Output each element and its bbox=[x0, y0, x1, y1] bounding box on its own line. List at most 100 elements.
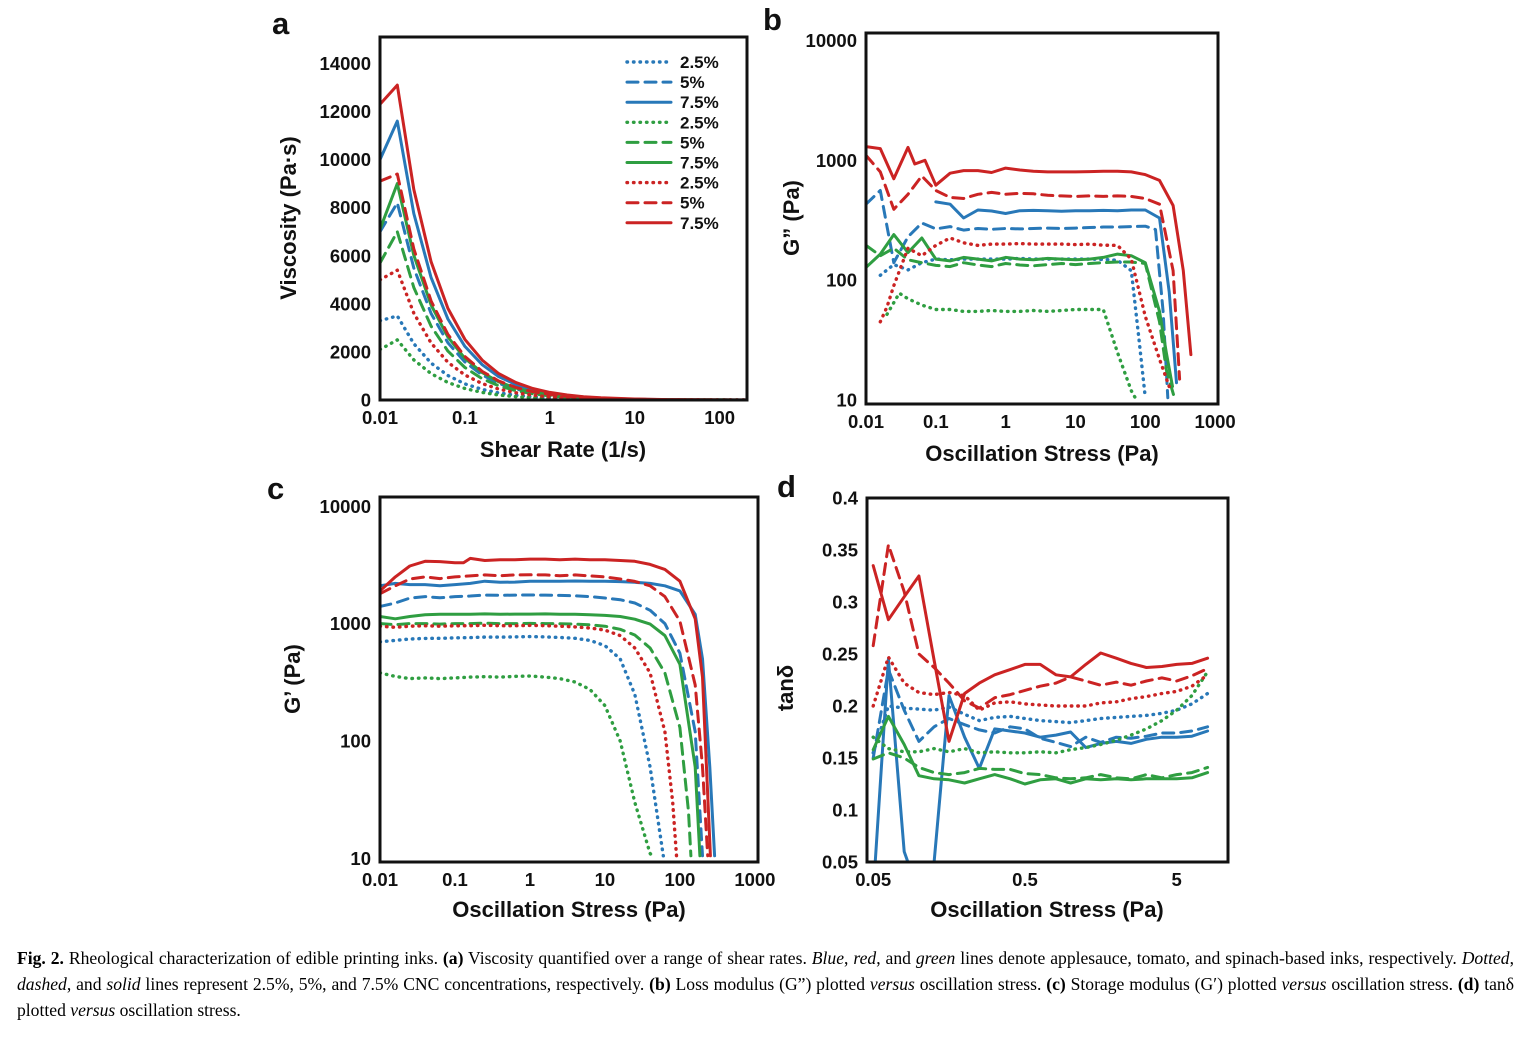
panel-c-series-applesauce-5pct bbox=[380, 593, 704, 858]
panel-b-series-tomato-5pct bbox=[866, 153, 1182, 381]
caption-segment: oscillation stress. bbox=[914, 973, 1047, 994]
panel-b-y-axis-title: G” (Pa) bbox=[779, 180, 804, 256]
caption-segment: Loss modulus (G”) plotted bbox=[670, 973, 870, 994]
legend-label-spinach-5pct: 5% bbox=[680, 133, 705, 152]
caption-segment: lines represent 2.5%, 5%, and 7.5% CNC c… bbox=[140, 973, 650, 994]
panel-d-series-spinach-2.5pct bbox=[871, 670, 1210, 755]
panel-a-series-group bbox=[380, 83, 747, 400]
panel-b-letter: b bbox=[763, 2, 782, 37]
panel-d-xtick: 5 bbox=[1172, 869, 1182, 890]
caption-segment: Rheological characterization of edible p… bbox=[63, 948, 443, 968]
panel-a-ytick: 12000 bbox=[320, 101, 371, 122]
panel-a-ytick: 14000 bbox=[320, 53, 371, 74]
panel-a-ytick: 10000 bbox=[320, 149, 371, 170]
panel-a-xtick: 1 bbox=[545, 407, 555, 428]
panel-b-xtick: 1 bbox=[1000, 411, 1010, 432]
legend-label-spinach-2.5pct: 2.5% bbox=[680, 113, 719, 132]
panel-d-ytick: 0.4 bbox=[832, 488, 858, 509]
legend-label-tomato-5pct: 5% bbox=[680, 194, 705, 213]
caption-segment: , and bbox=[66, 973, 107, 994]
panel-b-x-axis-title: Oscillation Stress (Pa) bbox=[925, 441, 1159, 466]
panel-b-ytick: 10 bbox=[836, 390, 857, 411]
panel-a-ytick: 6000 bbox=[330, 245, 371, 266]
panel-a-series-tomato-5pct bbox=[380, 172, 747, 400]
panel-c-y-axis-title: G’ (Pa) bbox=[280, 644, 305, 714]
legend-label-spinach-7.5pct: 7.5% bbox=[680, 154, 719, 173]
figure-caption: Fig. 2. Rheological characterization of … bbox=[17, 946, 1514, 1024]
panel-b-series-spinach-7.5pct bbox=[866, 233, 1174, 388]
panel-c-letter: c bbox=[267, 471, 285, 506]
caption-segment: Blue bbox=[811, 948, 845, 968]
caption-segment: (d) bbox=[1457, 973, 1480, 994]
panel-d-ytick: 0.25 bbox=[822, 644, 858, 665]
panel-b-series-applesauce-2.5pct bbox=[878, 256, 1148, 400]
panel-c-xtick: 100 bbox=[664, 869, 695, 890]
legend-label-tomato-7.5pct: 7.5% bbox=[680, 214, 719, 233]
panel-d-y-axis-title: tanδ bbox=[773, 664, 798, 712]
panel-d-series-group bbox=[871, 543, 1210, 862]
panel-c-ytick: 10000 bbox=[320, 496, 371, 517]
caption-segment: (a) bbox=[442, 948, 464, 968]
panel-d-plot: 0.05 0.1 0.15 0.2 0.25 0.3 0.35 0.4 0.05 0.5 5 bbox=[822, 488, 1230, 890]
panel-c-x-axis-title: Oscillation Stress (Pa) bbox=[452, 897, 686, 922]
caption-segment: , bbox=[1509, 948, 1514, 968]
panel-c-ytick: 1000 bbox=[330, 613, 371, 634]
panel-a-series-tomato-7.5pct bbox=[380, 83, 747, 400]
panel-a-xtick: 0.1 bbox=[452, 407, 478, 428]
panel-b-xtick: 10 bbox=[1065, 411, 1086, 432]
caption-segment: Dotted bbox=[1461, 948, 1510, 968]
panel-b-ytick: 1000 bbox=[816, 150, 857, 171]
panel-d-ytick: 0.35 bbox=[822, 540, 858, 561]
panel-a-ytick: 2000 bbox=[330, 341, 371, 362]
caption-segment: green bbox=[915, 948, 956, 968]
panel-d-frame bbox=[865, 496, 1230, 864]
panel-c-xtick: 0.01 bbox=[362, 869, 398, 890]
panel-c-xtick: 1000 bbox=[734, 869, 775, 890]
panel-a-y-axis-title: Viscosity (Pa·s) bbox=[276, 136, 301, 300]
panel-b-ytick: 100 bbox=[826, 270, 857, 291]
panel-a-ytick: 0 bbox=[361, 390, 371, 411]
panel-a-x-axis-title: Shear Rate (1/s) bbox=[479, 437, 647, 462]
panel-d-series-tomato-7.5pct bbox=[871, 564, 1210, 743]
panel-c-series-spinach-7.5pct bbox=[380, 612, 702, 858]
panel-b-xtick: 0.1 bbox=[923, 411, 949, 432]
panel-d-series-spinach-5pct bbox=[871, 751, 1210, 781]
panel-d-ytick: 0.15 bbox=[822, 748, 858, 769]
panel-b-ytick: 10000 bbox=[806, 30, 857, 51]
panel-d-letter: d bbox=[777, 469, 796, 504]
caption-segment: tanδ plotted bbox=[17, 973, 1514, 1020]
caption-segment: Storage modulus (G′) plotted bbox=[1065, 973, 1282, 994]
caption-segment: (b) bbox=[649, 973, 671, 994]
caption-segment: oscillation stress. bbox=[1326, 973, 1458, 994]
panel-a-series-applesauce-2.5pct bbox=[380, 314, 747, 400]
legend-label-applesauce-2.5pct: 2.5% bbox=[680, 53, 719, 72]
caption-segment: , bbox=[844, 948, 854, 968]
panel-a-frame bbox=[378, 35, 749, 402]
panel-b-frame bbox=[864, 31, 1220, 406]
panel-c-xtick: 0.1 bbox=[442, 869, 468, 890]
panel-d-x-axis-title: Oscillation Stress (Pa) bbox=[930, 897, 1164, 922]
panel-c-ytick: 100 bbox=[340, 730, 371, 751]
panel-c-plot: 10 100 1000 10000 0.01 0.1 1 10 100 1000 bbox=[320, 495, 775, 890]
panel-d-series-applesauce-2.5pct bbox=[871, 691, 1210, 755]
panel-b-series-group bbox=[866, 145, 1193, 402]
panel-d-ytick: 0.3 bbox=[832, 592, 858, 613]
panel-a-xtick: 100 bbox=[704, 407, 735, 428]
panel-d-ytick: 0.05 bbox=[822, 852, 858, 873]
panel-c-series-group bbox=[380, 556, 717, 860]
panel-a-xtick: 10 bbox=[624, 407, 645, 428]
caption-segment: dashed bbox=[17, 973, 67, 994]
panel-c-series-spinach-2.5pct bbox=[380, 671, 656, 860]
panel-b-series-spinach-5pct bbox=[866, 243, 1176, 397]
panel-c-series-applesauce-7.5pct bbox=[380, 579, 717, 858]
panel-b-xtick: 100 bbox=[1130, 411, 1161, 432]
panel-a-ytick: 8000 bbox=[330, 197, 371, 218]
panel-c-series-spinach-5pct bbox=[380, 621, 693, 858]
legend-label-tomato-2.5pct: 2.5% bbox=[680, 174, 719, 193]
panel-c-frame bbox=[378, 495, 760, 864]
panel-b-series-tomato-7.5pct bbox=[866, 145, 1193, 357]
panel-c-xtick: 1 bbox=[525, 869, 535, 890]
panel-b-plot: 10 100 1000 10000 0.01 0.1 1 10 100 1000 bbox=[806, 30, 1236, 432]
